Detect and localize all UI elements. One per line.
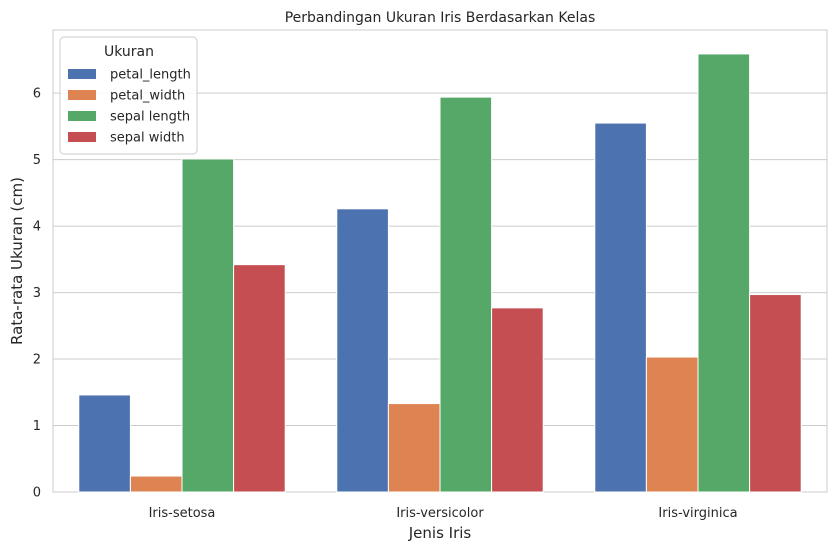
x-tick-label: Iris-versicolor: [396, 506, 484, 521]
bar-petal-width-iris-virginica: [645, 356, 699, 493]
y-tick-label: 4: [33, 220, 41, 235]
y-tick-label: 0: [33, 486, 41, 501]
y-axis-label: Rata-rata Ukuran (cm): [8, 177, 26, 345]
bar-petal-length-iris-versicolor: [336, 208, 389, 493]
legend-label: sepal width: [110, 131, 185, 146]
legend-label: sepal length: [110, 110, 190, 125]
legend-label: petal_width: [110, 89, 185, 104]
legend-label: petal_length: [110, 68, 191, 83]
x-axis-label: Jenis Iris: [408, 524, 472, 542]
bars: [78, 53, 802, 493]
y-tick-label: 6: [33, 87, 41, 102]
y-tick-label: 2: [33, 353, 41, 368]
bar-sepal-width-iris-setosa: [233, 264, 286, 493]
bar-sepal-length-iris-virginica: [697, 53, 751, 493]
bar-petal-length-iris-setosa: [78, 394, 131, 493]
x-tick-label: Iris-setosa: [149, 506, 216, 521]
y-tick-label: 5: [33, 153, 41, 168]
legend-swatch: [68, 69, 96, 79]
bar-sepal-width-iris-virginica: [749, 294, 802, 493]
legend-swatch: [68, 90, 96, 100]
y-tick-label: 3: [33, 286, 41, 301]
y-axis-ticks: 0 1 2 3 4 5 6: [33, 87, 41, 501]
bar-petal-length-iris-virginica: [594, 122, 647, 493]
x-tick-label: Iris-virginica: [658, 506, 737, 521]
legend-swatch: [68, 132, 96, 142]
bar-sepal-length-iris-setosa: [181, 158, 235, 493]
legend-box: [59, 36, 198, 155]
x-axis-ticks: Iris-setosa Iris-versicolor Iris-virginica: [149, 506, 738, 521]
chart-title: Perbandingan Ukuran Iris Berdasarkan Kel…: [285, 10, 596, 26]
bar-petal-width-iris-versicolor: [387, 403, 441, 493]
legend-swatch: [68, 111, 96, 121]
y-tick-label: 1: [33, 419, 41, 434]
legend-title: Ukuran: [104, 44, 154, 60]
bar-petal-width-iris-setosa: [129, 475, 183, 493]
bar-sepal-length-iris-versicolor: [439, 96, 493, 493]
bar-sepal-width-iris-versicolor: [491, 307, 544, 493]
